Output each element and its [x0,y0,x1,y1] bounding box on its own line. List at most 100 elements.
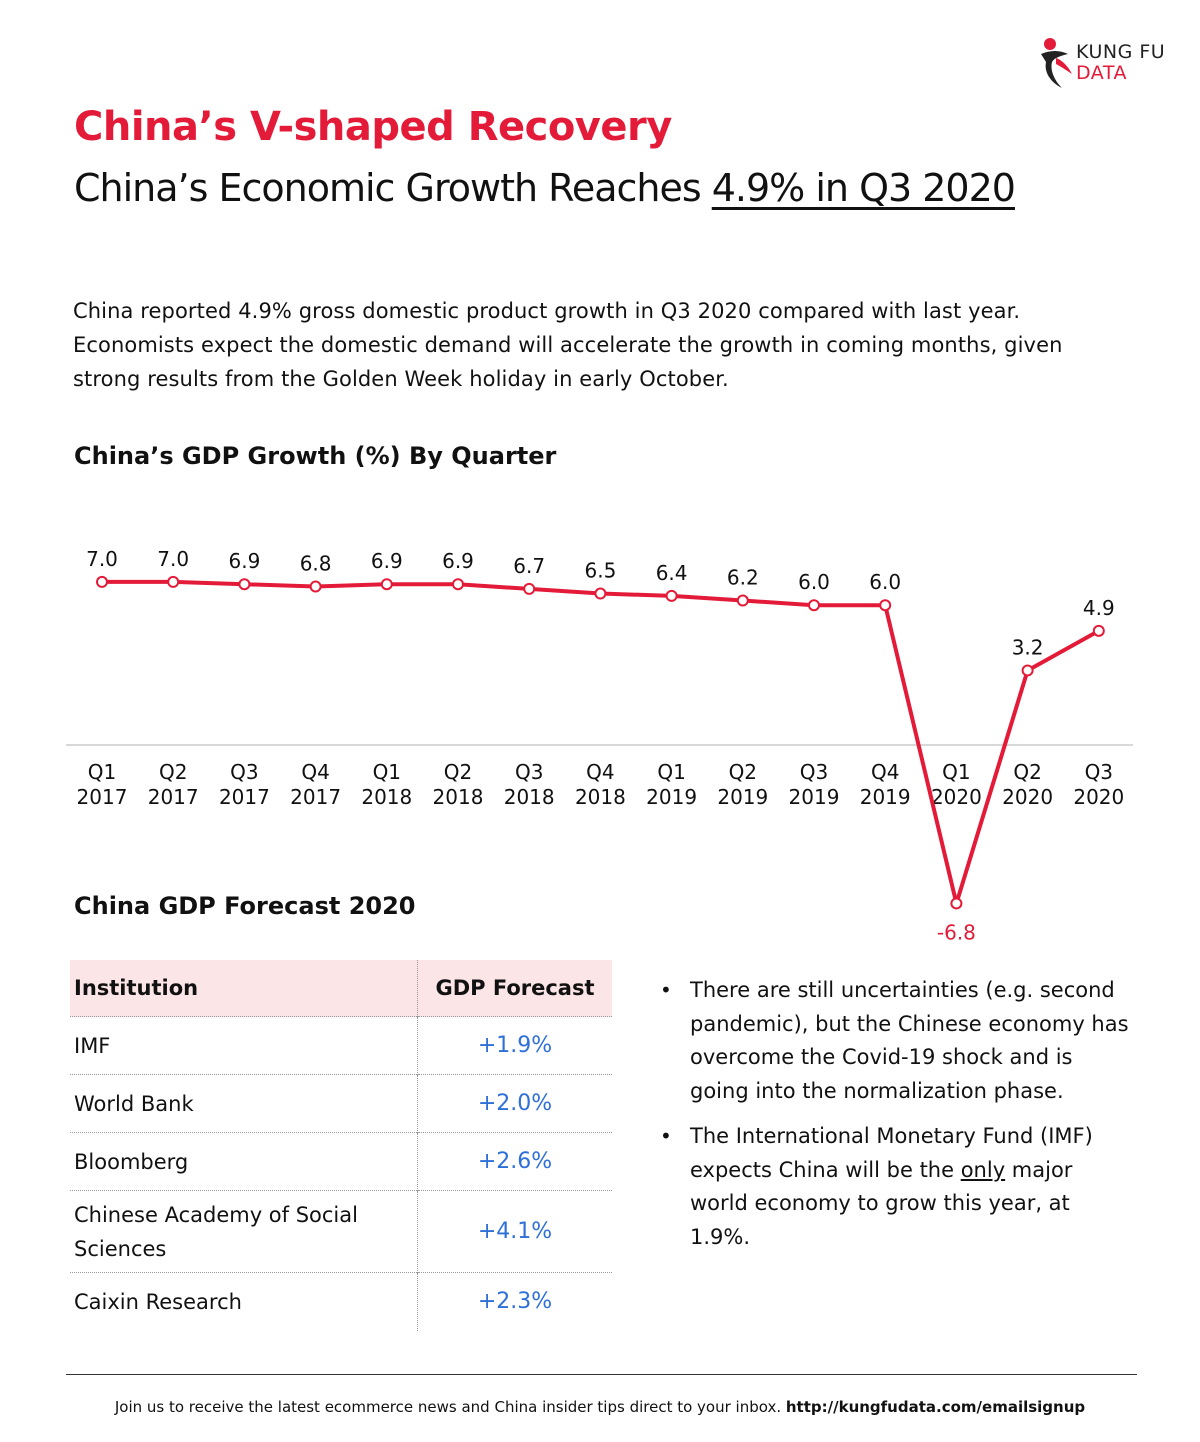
x-tick-label: Q4 [301,760,329,784]
x-tick-label: 2018 [575,785,626,809]
x-tick-label: 2018 [504,785,555,809]
data-label: 7.0 [86,547,118,571]
data-point [665,589,678,602]
x-tick-label: Q1 [88,760,116,784]
x-tick-label: Q2 [729,760,757,784]
data-label: 6.9 [442,549,474,573]
x-tick-label: 2018 [433,785,484,809]
x-tick-label: 2018 [361,785,412,809]
data-label: 6.5 [584,559,616,583]
data-label: 3.2 [1012,635,1044,659]
data-label: 6.4 [656,561,688,585]
header-institution: Institution [70,960,418,1017]
table-row: Bloomberg +2.6% [70,1132,612,1191]
institution-cell: Bloomberg [70,1132,418,1191]
x-tick-label: 2019 [646,785,697,809]
table-row: Chinese Academy of Social Sciences +4.1% [70,1190,612,1273]
intro-line-2: Economists expect the domestic demand wi… [73,333,1063,357]
table-row: IMF +1.9% [70,1016,612,1075]
x-tick-label: 2017 [77,785,128,809]
bullet-text-2-pre: The International Monetary Fund (IMF) ex… [690,1124,1093,1182]
x-tick-label: Q4 [871,760,899,784]
footer: Join us to receive the latest ecommerce … [0,1398,1200,1416]
data-point [1021,664,1034,677]
gdp-line-chart: Q12017Q22017Q32017Q42017Q12018Q22018Q320… [66,547,1133,944]
bullet-text-1: There are still uncertainties (e.g. seco… [690,978,1129,1103]
data-point [950,897,963,910]
data-point [167,575,180,588]
forecast-value-cell: +2.6% [477,1149,553,1174]
data-point [380,578,393,591]
chart-title: China’s GDP Growth (%) By Quarter [74,442,557,470]
data-point [523,582,536,595]
forecast-value-cell: +1.9% [477,1033,553,1058]
data-label: 6.9 [228,549,260,573]
x-tick-label: 2020 [931,785,982,809]
data-label: 6.2 [727,566,759,590]
intro-paragraph: China reported 4.9% gross domestic produ… [73,294,1133,396]
key-points-list: There are still uncertainties (e.g. seco… [660,974,1130,1266]
institution-cell: IMF [70,1016,418,1075]
forecast-value-cell: +4.1% [477,1219,553,1244]
bullet-text-2-post: major world economy to grow this year, a… [690,1157,1073,1249]
forecast-table-header: Institution GDP Forecast [70,960,612,1017]
x-tick-label: Q2 [444,760,472,784]
data-label: 6.7 [513,554,545,578]
x-tick-label: 2020 [1002,785,1053,809]
x-tick-label: 2019 [789,785,840,809]
x-tick-label: 2019 [717,785,768,809]
data-label: 6.8 [300,552,332,576]
x-tick-label: 2020 [1073,785,1124,809]
data-point [808,599,820,612]
data-point [96,575,108,588]
subtitle-prefix: China’s Economic Growth Reaches [74,166,712,210]
table-row: World Bank +2.0% [70,1074,612,1133]
data-label: 6.9 [371,549,403,573]
intro-line-3: strong results from the Golden Week holi… [73,367,729,391]
institution-cell: Chinese Academy of Social Sciences [70,1190,418,1273]
bullet-text-2-emphasis: only [960,1157,1006,1182]
x-tick-label: Q1 [942,760,970,784]
x-tick-label: 2017 [219,785,270,809]
x-tick-label: Q3 [230,760,258,784]
data-label: 6.0 [798,570,830,594]
x-tick-label: Q1 [373,760,401,784]
list-item: There are still uncertainties (e.g. seco… [660,974,1130,1108]
x-tick-label: Q3 [800,760,828,784]
data-point [736,594,749,607]
footer-text: Join us to receive the latest ecommerce … [114,1398,786,1416]
x-tick-label: Q4 [586,760,614,784]
data-label: 4.9 [1083,596,1115,620]
x-tick-label: Q1 [657,760,685,784]
table-row: Caixin Research +2.3% [70,1272,612,1331]
institution-cell: World Bank [70,1074,418,1133]
institution-cell: Caixin Research [70,1272,418,1331]
x-tick-label: Q2 [159,760,187,784]
data-point [238,578,251,591]
x-tick-label: Q3 [515,760,543,784]
forecast-value-cell: +2.0% [477,1091,553,1116]
data-point [1092,624,1105,637]
signup-link[interactable]: http://kungfudata.com/emailsignup [785,1398,1086,1416]
brand-line-1: KUNG FU [1076,41,1166,63]
data-label: 7.0 [157,547,189,571]
list-item: The International Monetary Fund (IMF) ex… [660,1120,1130,1254]
x-tick-label: Q2 [1013,760,1041,784]
subtitle-highlight: 4.9% in Q3 2020 [711,166,1016,210]
brand-wordmark: KUNG FU DATA [1076,42,1165,84]
header-gdp-forecast: GDP Forecast [417,960,612,1017]
x-tick-label: 2017 [148,785,199,809]
gdp-growth-series-line [102,579,1100,906]
footer-divider [66,1374,1137,1375]
data-point [879,599,892,612]
x-tick-label: 2019 [860,785,911,809]
x-tick-label: 2017 [290,785,341,809]
page-title: China’s V-shaped Recovery [74,104,672,150]
brand-line-2: DATA [1076,62,1127,84]
data-point [452,578,464,591]
data-label: -6.8 [937,920,976,944]
forecast-value-cell: +2.3% [477,1289,553,1315]
x-tick-label: Q3 [1085,760,1113,784]
data-point [309,580,322,593]
brand-logo: KUNG FU DATA [1038,36,1168,92]
